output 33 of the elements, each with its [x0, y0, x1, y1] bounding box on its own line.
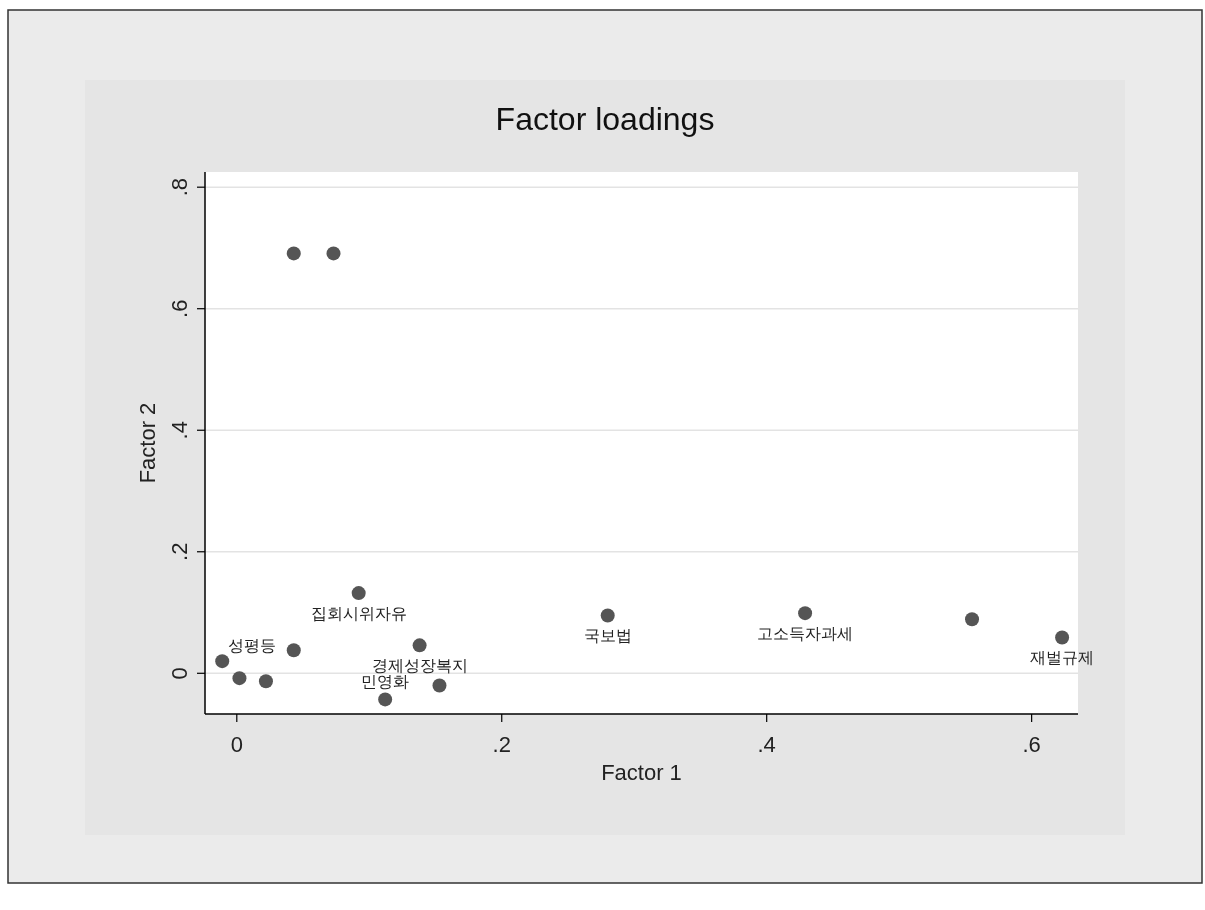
point	[215, 654, 230, 669]
x-tick-label: .2	[492, 732, 511, 757]
x-tick-label: 0	[230, 732, 243, 757]
annotation: 고소득자과세	[757, 624, 854, 642]
x-axis-title: Factor 1	[601, 760, 682, 785]
chart-title: Factor loadings	[495, 101, 715, 137]
point	[798, 606, 813, 621]
point	[258, 674, 273, 689]
point	[432, 678, 447, 693]
point	[600, 608, 615, 623]
y-tick-label: .8	[167, 178, 192, 197]
y-tick-label: .4	[167, 421, 192, 440]
x-tick-label: .4	[757, 732, 776, 757]
annotation: 성평등	[228, 636, 277, 654]
annotation: 재벌규제	[1030, 648, 1095, 666]
annotation: 민영화	[361, 672, 410, 690]
point	[326, 246, 341, 261]
y-tick-label: .2	[167, 542, 192, 561]
point	[965, 612, 980, 627]
point	[378, 692, 393, 707]
point	[286, 643, 301, 658]
point	[1055, 630, 1070, 645]
point	[232, 671, 247, 686]
annotation: 집회시위자유	[310, 604, 407, 622]
x-tick-label: .6	[1022, 732, 1041, 757]
y-tick-label: 0	[167, 667, 192, 680]
point	[351, 586, 366, 601]
point	[286, 246, 301, 261]
point	[412, 638, 427, 653]
annotation: 경제성장복지	[371, 656, 468, 674]
annotation: 국보법	[583, 627, 632, 645]
y-axis-title: Factor 2	[135, 402, 160, 484]
y-tick-label: .6	[167, 299, 192, 318]
